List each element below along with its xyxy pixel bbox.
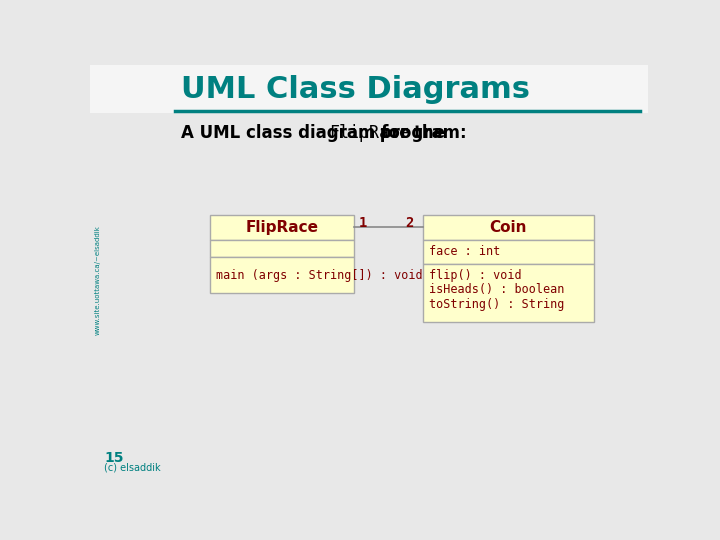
Text: program:: program:	[374, 124, 467, 141]
Text: 15: 15	[104, 450, 123, 464]
Text: Coin: Coin	[490, 220, 527, 235]
Text: face : int: face : int	[428, 245, 500, 259]
FancyBboxPatch shape	[423, 240, 594, 264]
Text: FlipRace: FlipRace	[246, 220, 318, 235]
Text: (c) elsaddik: (c) elsaddik	[104, 462, 161, 472]
FancyBboxPatch shape	[90, 65, 648, 112]
Text: flip() : void: flip() : void	[428, 268, 521, 281]
FancyBboxPatch shape	[210, 256, 354, 294]
Text: www.site.uottawa.ca/~elsaddik: www.site.uottawa.ca/~elsaddik	[95, 226, 101, 335]
Text: 1: 1	[359, 217, 367, 231]
FancyBboxPatch shape	[210, 215, 354, 240]
Text: toString() : String: toString() : String	[428, 298, 564, 311]
Text: A UML class diagram for the: A UML class diagram for the	[181, 124, 451, 141]
Text: isHeads() : boolean: isHeads() : boolean	[428, 283, 564, 296]
Text: UML Class Diagrams: UML Class Diagrams	[181, 75, 531, 104]
FancyBboxPatch shape	[423, 264, 594, 322]
Text: FlipRace: FlipRace	[329, 124, 409, 141]
FancyBboxPatch shape	[210, 240, 354, 256]
Text: 2: 2	[405, 217, 413, 231]
Text: main (args : String[]) : void: main (args : String[]) : void	[215, 268, 422, 281]
FancyBboxPatch shape	[423, 215, 594, 240]
